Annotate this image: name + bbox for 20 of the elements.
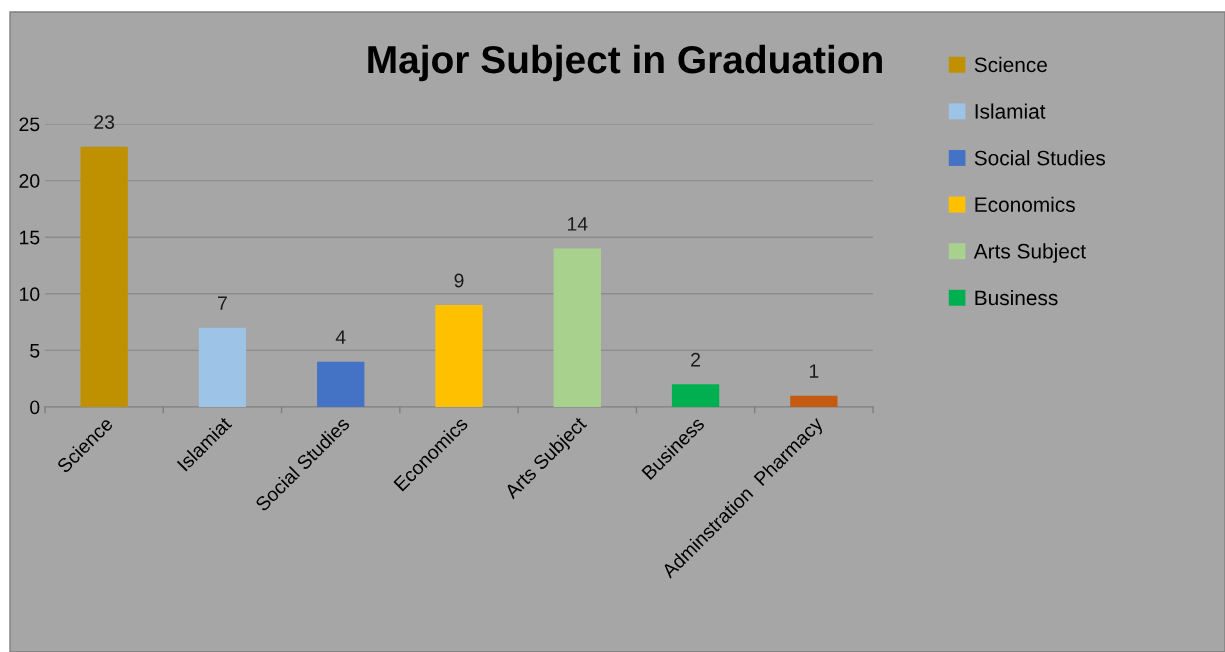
- y-tick-label: 15: [20, 230, 40, 245]
- data-label: 9: [454, 273, 464, 288]
- legend-label: Science: [974, 56, 1047, 73]
- y-tick-label: 5: [30, 344, 40, 358]
- legend-label: Business: [975, 289, 1058, 306]
- legend-label: Islamiat: [975, 103, 1046, 119]
- data-label: 23: [94, 115, 115, 129]
- legend-label: Arts Subject: [973, 243, 1086, 263]
- legend-label: Economics: [975, 196, 1075, 213]
- data-label: 14: [567, 217, 588, 231]
- y-tick-label: 10: [20, 287, 40, 302]
- chart-title: Major Subject in Graduation: [368, 44, 882, 82]
- data-label: 7: [218, 296, 227, 310]
- data-label: 2: [691, 352, 700, 367]
- y-tick-label: 0: [30, 400, 40, 415]
- y-tick-label: 25: [19, 117, 40, 132]
- legend-label: Social Studies: [974, 150, 1106, 166]
- data-label: 4: [335, 330, 346, 344]
- data-label: 1: [809, 364, 819, 378]
- y-tick-label: 20: [19, 174, 40, 188]
